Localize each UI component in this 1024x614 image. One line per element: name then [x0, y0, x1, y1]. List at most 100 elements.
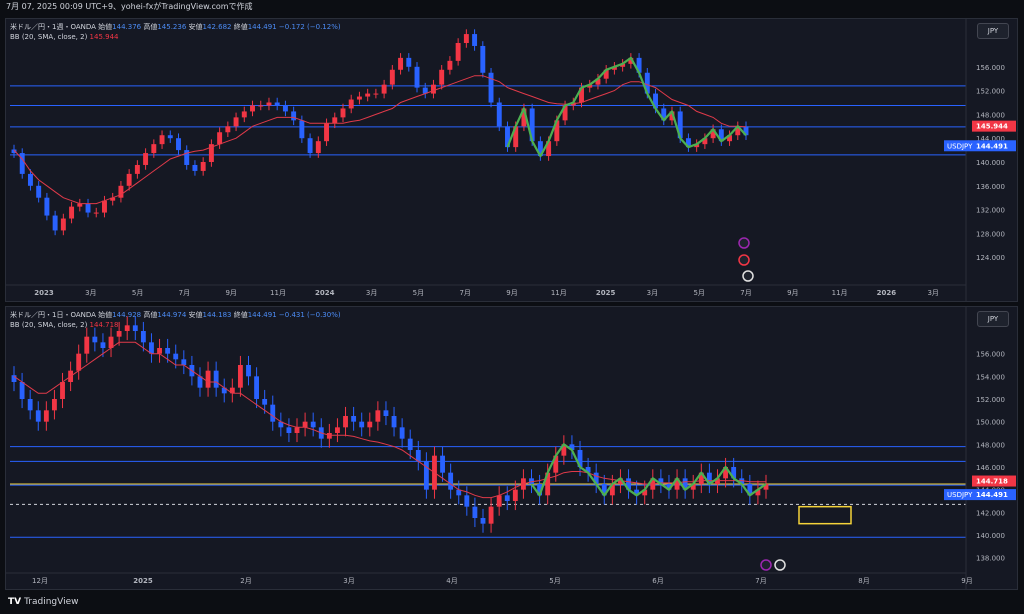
- candle-body: [389, 69, 395, 85]
- candle-body: [620, 63, 626, 67]
- candle-body: [85, 203, 91, 213]
- candle-body: [229, 387, 235, 394]
- y-tick-label: 152.000: [976, 396, 1005, 404]
- candle-body: [546, 141, 552, 157]
- weekly-ohlc-legend: 米ドル／円・1週・OANDA 始値144.376 高値145.236 安値142…: [10, 22, 341, 32]
- candle-body: [270, 404, 276, 422]
- bb-value: 145.944: [89, 33, 119, 41]
- candle-body: [440, 455, 445, 473]
- candle-body: [488, 506, 494, 524]
- candle-body: [685, 138, 691, 148]
- candle-body: [755, 489, 761, 496]
- x-tick-label: 5月: [132, 289, 143, 297]
- y-tick-label: 154.000: [976, 373, 1005, 381]
- candle-body: [472, 506, 478, 518]
- legend-high: 144.974: [157, 311, 187, 319]
- candle-body: [611, 66, 617, 70]
- legend-open: 144.928: [112, 311, 142, 319]
- daily-chart-svg[interactable]: 138.000140.000142.000144.000146.000148.0…: [6, 307, 1017, 589]
- candle-body: [537, 484, 543, 496]
- x-tick-label: 5月: [693, 289, 704, 297]
- candle-body: [197, 376, 203, 388]
- symbol-tag-label: USDJPY: [947, 491, 973, 499]
- candle-body: [44, 197, 50, 216]
- candle-body: [351, 416, 357, 422]
- candle-body: [666, 484, 672, 490]
- candle-body: [383, 410, 389, 416]
- currency-button[interactable]: JPY: [977, 23, 1009, 39]
- candle-body: [763, 484, 769, 490]
- candle-body: [294, 427, 300, 433]
- candle-body: [634, 489, 640, 496]
- candle-body: [399, 427, 405, 439]
- candle-body: [310, 421, 316, 428]
- candle-body: [315, 141, 321, 154]
- x-tick-label: 5月: [549, 577, 560, 585]
- x-tick-label: 4月: [446, 577, 457, 585]
- x-tick-label: 7月: [755, 577, 766, 585]
- candle-body: [326, 433, 332, 439]
- candle-body: [626, 478, 631, 490]
- x-tick-label: 2025: [596, 289, 616, 297]
- target-zone-box: [798, 505, 852, 525]
- last-price-label: 144.491: [976, 491, 1008, 499]
- candle-body: [192, 164, 198, 171]
- candle-body: [735, 126, 741, 136]
- candle-body: [299, 120, 305, 139]
- candle-body: [76, 353, 82, 371]
- candle-body: [108, 336, 114, 348]
- candle-body: [423, 461, 429, 490]
- candle-body: [159, 135, 165, 145]
- candle-body: [262, 399, 268, 405]
- candle-body: [340, 108, 346, 118]
- legend-close: 144.491: [247, 311, 277, 319]
- candle-body: [628, 57, 634, 64]
- x-tick-label: 9月: [787, 289, 798, 297]
- weekly-chart-svg[interactable]: 124.000 128.000 132.000 136.000 140.000 144.0…: [6, 19, 1017, 301]
- candle-body: [233, 117, 239, 127]
- candle-body: [118, 185, 124, 198]
- candle-body: [167, 135, 173, 139]
- candle-body: [690, 484, 696, 490]
- candle-body: [447, 60, 453, 70]
- y-tick-label: 148.000: [976, 441, 1005, 449]
- bb-value: 144.718: [89, 321, 119, 329]
- candle-body: [739, 478, 745, 484]
- candle-body: [126, 173, 132, 186]
- weekly-chart-panel[interactable]: 124.000 128.000 132.000 136.000 140.000 144.0…: [5, 18, 1018, 302]
- candle-body: [706, 472, 712, 484]
- bb-basis-line: [13, 341, 766, 499]
- candle-body: [35, 410, 41, 422]
- legend-low-label: 安値: [188, 23, 203, 31]
- daily-chart-panel[interactable]: 138.000140.000142.000144.000146.000148.0…: [5, 306, 1018, 590]
- x-tick-label: 11月: [270, 289, 286, 297]
- candle-body: [278, 421, 284, 428]
- weekly-bb-legend: BB (20, SMA, close, 2) 145.944: [10, 33, 119, 41]
- legend-open-label: 始値: [98, 23, 113, 31]
- candle-body: [569, 444, 575, 450]
- candle-body: [266, 102, 272, 106]
- legend-open: 144.376: [112, 23, 142, 31]
- candle-body: [11, 149, 17, 154]
- y-tick-label: 150.000: [976, 419, 1005, 427]
- x-tick-label: 11月: [832, 289, 848, 297]
- candle-body: [140, 331, 146, 343]
- candle-body: [669, 111, 675, 121]
- x-tick-label: 9月: [961, 577, 972, 585]
- bb-basis-line: [13, 75, 747, 205]
- candle-body: [27, 173, 33, 186]
- y-tick-label: 144.000: [976, 135, 1005, 143]
- x-tick-label: 9月: [225, 289, 236, 297]
- candle-body: [52, 399, 57, 411]
- candle-body: [674, 478, 680, 490]
- candle-body: [562, 105, 568, 121]
- candle-body: [743, 126, 749, 136]
- currency-button[interactable]: JPY: [977, 311, 1009, 327]
- candle-body: [391, 416, 397, 428]
- candle-body: [618, 478, 623, 484]
- candle-body: [143, 153, 149, 165]
- candle-body: [246, 365, 251, 377]
- candle-body: [677, 111, 683, 139]
- candle-body: [324, 123, 330, 142]
- candle-body: [747, 484, 753, 496]
